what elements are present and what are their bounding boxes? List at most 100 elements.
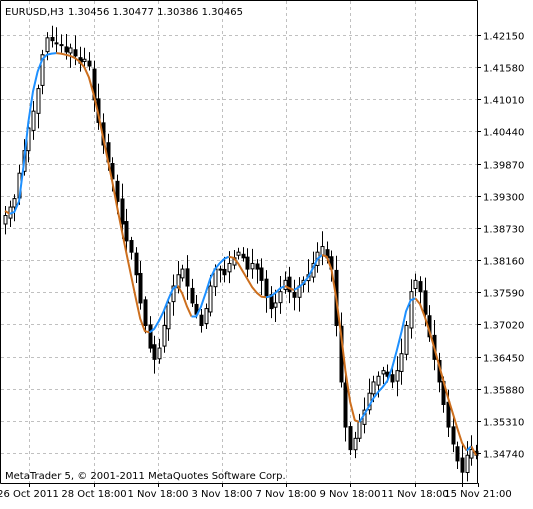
candle-body-bull	[180, 268, 185, 279]
candle-body-bull	[157, 347, 162, 360]
x-tick-label: 15 Nov 21:00	[444, 489, 511, 500]
candle-body-bull	[36, 88, 41, 114]
candle	[87, 52, 92, 71]
candle	[404, 321, 409, 361]
x-tick-label: 7 Nov 18:00	[255, 489, 316, 500]
candle	[218, 265, 223, 283]
candle-body-bull	[413, 279, 418, 290]
candle-body-bull	[283, 279, 288, 290]
candle-body-bear	[152, 344, 157, 360]
candle-body-bull	[409, 291, 414, 329]
candle	[166, 297, 171, 341]
candle-body-bull	[68, 47, 73, 54]
candle	[381, 366, 386, 384]
candle	[59, 34, 64, 53]
candle	[222, 256, 227, 283]
y-tick-label: 1.38730	[483, 225, 524, 236]
candle	[12, 194, 17, 222]
price-axis: 1.42150 1.41580 1.41010 1.40440 1.39870 1.393…	[477, 32, 524, 461]
candle	[204, 303, 209, 329]
candle-body-bull	[59, 44, 64, 47]
candle-body-bear	[460, 457, 465, 473]
x-tick-label: 26 Oct 2011	[0, 489, 59, 500]
y-tick-label: 1.41580	[483, 64, 524, 75]
candle	[451, 415, 456, 453]
candle-body-bull	[204, 308, 209, 325]
candle	[50, 25, 55, 48]
candle-body-bear	[292, 291, 297, 298]
ma-segment-falling	[284, 285, 295, 291]
candle-body-bear	[50, 36, 55, 42]
candle	[31, 100, 36, 140]
x-tick-label: 28 Oct 18:00	[61, 489, 126, 500]
candle-body-bear	[287, 276, 292, 293]
candle-body-bear	[245, 256, 250, 270]
candle-body-bull	[12, 198, 17, 208]
x-tick-label: 9 Nov 18:00	[319, 489, 380, 500]
candle-body-bull	[236, 251, 241, 256]
candle	[395, 356, 400, 397]
candle	[190, 278, 195, 307]
y-tick-label: 1.42150	[483, 32, 524, 43]
candle	[418, 276, 423, 307]
ma-segment-falling	[56, 52, 150, 334]
candle	[343, 374, 348, 442]
candle	[185, 255, 190, 300]
candle	[162, 311, 167, 353]
candle-body-bull	[218, 268, 223, 271]
candle	[283, 271, 288, 294]
ohlc-values: 1.30456 1.30477 1.30386 1.30465	[68, 7, 243, 18]
candle	[259, 258, 264, 296]
candle	[171, 274, 176, 316]
ma-segment-falling	[470, 445, 477, 456]
candle-body-bear	[390, 374, 395, 383]
candle	[54, 27, 59, 53]
candle	[208, 274, 213, 317]
candle-body-bull	[376, 375, 381, 386]
candle-body-bear	[259, 267, 264, 281]
y-tick-label: 1.37590	[483, 289, 524, 300]
ma-segment-rising	[191, 255, 230, 318]
ma-segment-rising	[293, 254, 323, 291]
candle-body-bear	[129, 240, 134, 253]
candle	[469, 435, 474, 466]
candle	[199, 308, 204, 333]
candle-body-bear	[124, 221, 129, 242]
candle-body-bear	[87, 60, 92, 67]
candle	[245, 248, 250, 278]
ma-segment-rising	[466, 445, 472, 452]
symbol-timeframe-label: EURUSD,H3	[5, 7, 64, 18]
candle	[273, 289, 278, 322]
candle-body-bear	[148, 324, 153, 349]
candle	[292, 279, 297, 311]
candle	[287, 266, 292, 304]
candle-body-bear	[451, 426, 456, 445]
candle-body-bull	[395, 370, 400, 382]
candle-body-bull	[381, 370, 386, 375]
candle-body-bear	[343, 382, 348, 428]
candle-body-bear	[143, 299, 148, 327]
candle-body-bear	[54, 42, 59, 45]
candles	[3, 25, 479, 488]
candle	[236, 247, 241, 260]
candle	[241, 247, 246, 262]
candle	[255, 259, 260, 284]
copyright-label: MetaTrader 5, © 2001-2011 MetaQuotes Sof…	[5, 471, 286, 482]
candle-body-bull	[227, 262, 232, 273]
candle	[353, 431, 358, 459]
candle	[124, 208, 129, 253]
candle	[455, 441, 460, 469]
candle-body-bear	[138, 272, 143, 304]
y-tick-label: 1.40440	[483, 128, 524, 139]
candle	[157, 338, 162, 364]
candle-body-bull	[208, 285, 213, 313]
y-tick-label: 1.41010	[483, 96, 524, 107]
candle-body-bear	[241, 253, 246, 259]
candle-body-bear	[73, 49, 78, 57]
candle	[152, 335, 157, 374]
candle	[348, 422, 353, 456]
candle	[40, 49, 45, 95]
y-tick-label: 1.38160	[483, 257, 524, 268]
